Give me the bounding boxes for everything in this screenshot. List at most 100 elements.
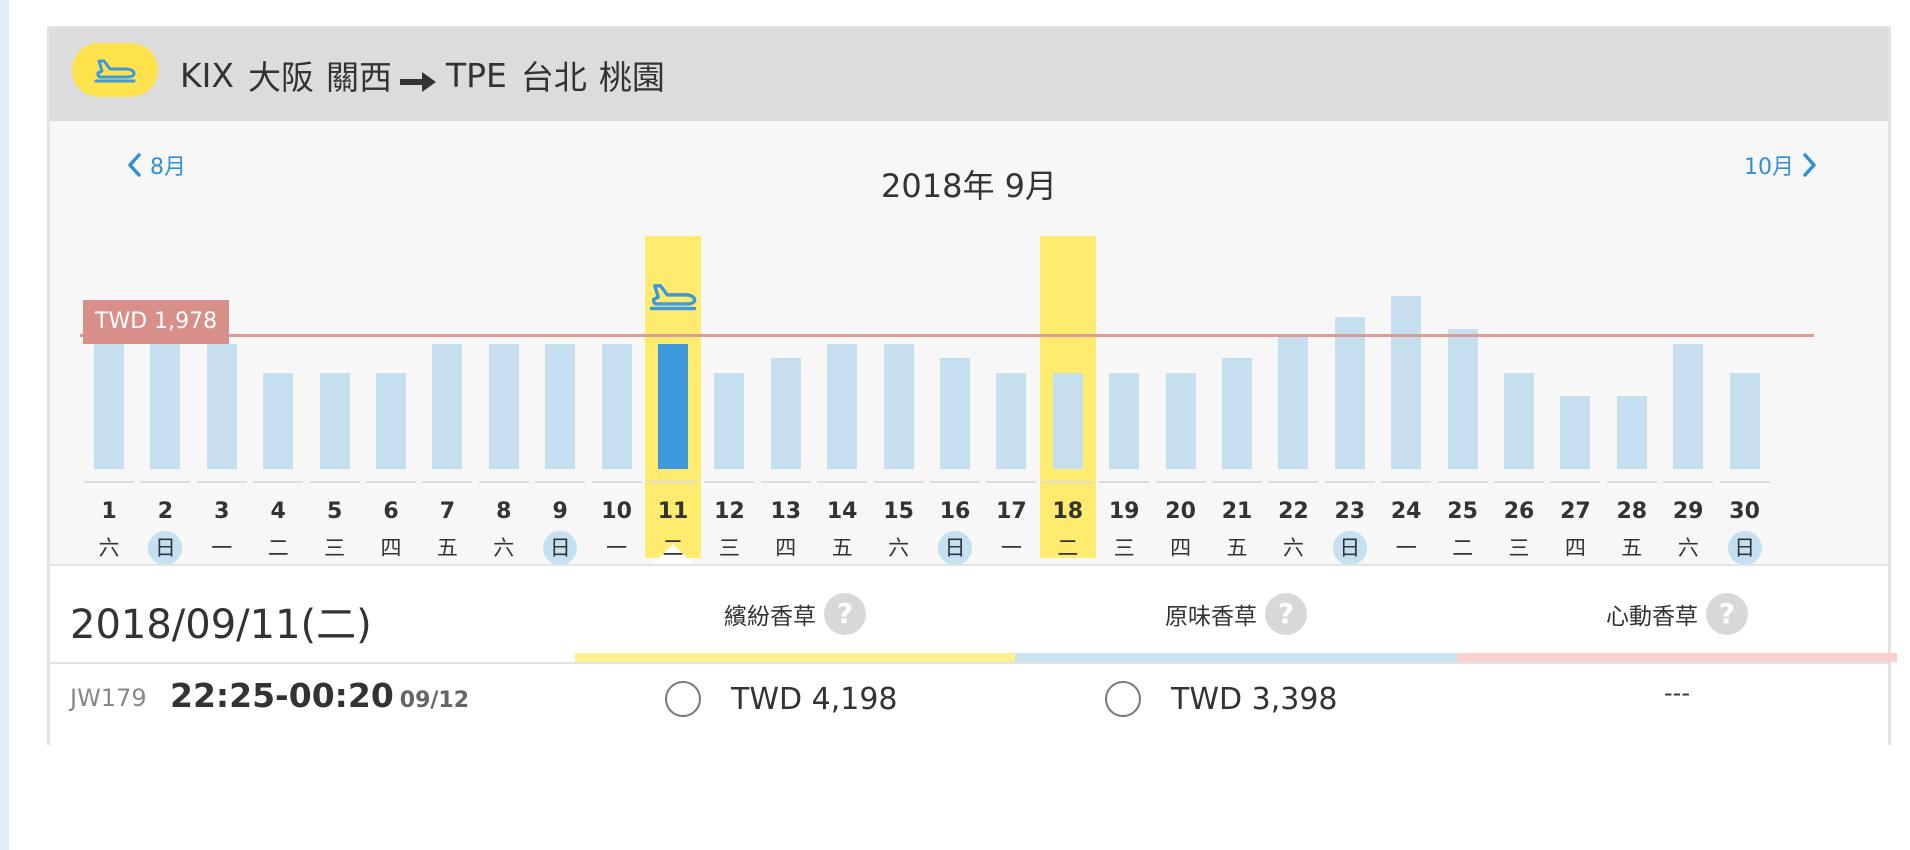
price-bar-day-12[interactable]: [714, 372, 745, 469]
day-number[interactable]: 13: [770, 499, 802, 524]
price-bar-day-21[interactable]: [1222, 357, 1252, 469]
price-bar-day-28[interactable]: [1616, 395, 1647, 469]
day-number[interactable]: 21: [1221, 499, 1253, 524]
day-baseline: [1719, 481, 1770, 483]
day-number[interactable]: 3: [214, 499, 230, 524]
price-bar-day-19[interactable]: [1109, 372, 1140, 469]
prev-month-button[interactable]: 8月: [126, 149, 186, 181]
destination-airport: 桃園: [598, 58, 665, 97]
weekday-label: 二: [267, 536, 289, 560]
fare-radio[interactable]: [665, 681, 701, 717]
day-baseline: [196, 481, 247, 483]
month-title: 2018年 9月: [881, 167, 1057, 205]
flight-number: JW179: [70, 684, 147, 712]
next-month-label: 10月: [1744, 155, 1794, 180]
day-number[interactable]: 20: [1165, 499, 1196, 524]
day-number[interactable]: 16: [939, 499, 971, 524]
price-bar-day-20[interactable]: [1165, 372, 1196, 469]
fare-radio[interactable]: [1105, 681, 1141, 717]
weekday-label: 五: [831, 536, 853, 560]
route-header: KIX 大阪 關西 TPE 台北 桃園: [50, 29, 1888, 121]
fare-type-name: 心動香草: [1606, 604, 1698, 630]
day-number[interactable]: 27: [1560, 499, 1591, 524]
day-number[interactable]: 10: [601, 499, 632, 524]
day-baseline: [760, 481, 811, 483]
price-bar-day-5[interactable]: [319, 372, 350, 469]
price-bar-day-16[interactable]: [940, 357, 970, 469]
day-number[interactable]: 11: [657, 499, 689, 524]
day-baseline: [1212, 481, 1262, 483]
day-number[interactable]: 4: [270, 499, 286, 524]
fare-option-0[interactable]: TWD 4,198: [665, 676, 898, 722]
day-number[interactable]: 6: [383, 499, 399, 524]
price-bar-day-25[interactable]: [1447, 329, 1478, 469]
help-icon[interactable]: ?: [1265, 593, 1307, 635]
departure-arrival-time: 22:25-00:20: [170, 676, 394, 715]
flight-calendar-widget: KIX 大阪 關西 TPE 台北 桃園 TWD 1,978 1 六 2 日 3 一 4 二 5 三 6…: [47, 26, 1897, 747]
price-bar-day-2[interactable]: [150, 343, 181, 469]
price-bar-day-11[interactable]: [658, 343, 688, 469]
price-bar-day-6[interactable]: [376, 372, 406, 469]
day-number[interactable]: 12: [714, 499, 745, 524]
price-bar-day-26[interactable]: [1504, 372, 1534, 469]
day-number[interactable]: 24: [1390, 499, 1422, 524]
weekday-label: 五: [1621, 536, 1643, 560]
next-month-button[interactable]: 10月: [1744, 149, 1818, 181]
fare-price: TWD 3,398: [1171, 681, 1338, 717]
weekday-label: 一: [1000, 536, 1022, 560]
day-number[interactable]: 30: [1729, 499, 1760, 524]
day-baseline: [817, 481, 868, 483]
price-bar-day-24[interactable]: [1391, 296, 1422, 469]
day-number[interactable]: 22: [1278, 499, 1309, 524]
price-bar-day-14[interactable]: [827, 343, 858, 469]
day-number[interactable]: 26: [1503, 499, 1535, 524]
price-bar-day-18[interactable]: [1052, 372, 1083, 469]
destination-code: TPE: [445, 55, 507, 95]
average-price-line: [80, 334, 1814, 338]
day-number[interactable]: 5: [326, 499, 343, 524]
price-bar-day-10[interactable]: [601, 343, 632, 469]
weekday-label: 二: [1057, 536, 1079, 560]
weekday-label: 二: [662, 536, 684, 560]
weekday-label: 日: [543, 531, 578, 565]
day-number[interactable]: 1: [101, 499, 117, 524]
weekday-label: 五: [436, 536, 458, 560]
day-number[interactable]: 15: [883, 499, 914, 524]
day-number[interactable]: 23: [1334, 499, 1366, 524]
weekday-label: 日: [148, 531, 183, 565]
price-bar-day-30[interactable]: [1729, 372, 1760, 469]
fare-option-1[interactable]: TWD 3,398: [1105, 676, 1338, 722]
day-number[interactable]: 18: [1052, 499, 1084, 524]
day-number[interactable]: 19: [1108, 499, 1140, 524]
price-bar-day-27[interactable]: [1560, 395, 1591, 469]
day-number[interactable]: 8: [496, 499, 512, 524]
day-number[interactable]: 14: [826, 499, 858, 524]
day-number[interactable]: 9: [552, 499, 568, 524]
price-bar-day-7[interactable]: [432, 343, 463, 469]
day-number[interactable]: 17: [996, 499, 1027, 524]
price-bar-day-13[interactable]: [770, 357, 801, 469]
weekday-label: 二: [1452, 536, 1474, 560]
day-number[interactable]: 29: [1672, 499, 1704, 524]
weekday-label: 四: [1564, 536, 1586, 560]
price-bar-day-23[interactable]: [1334, 317, 1365, 469]
price-bar-day-17[interactable]: [996, 372, 1027, 469]
price-bar-day-3[interactable]: [206, 343, 237, 469]
price-bar-day-8[interactable]: [488, 343, 519, 469]
price-bar-day-1[interactable]: [94, 329, 124, 469]
day-number[interactable]: 7: [439, 499, 456, 524]
price-bar-day-4[interactable]: [263, 372, 294, 469]
help-icon[interactable]: ?: [1706, 593, 1748, 635]
price-bar-day-9[interactable]: [545, 343, 576, 469]
fare-price: TWD 4,198: [731, 681, 898, 717]
day-number[interactable]: 2: [157, 499, 174, 524]
help-icon[interactable]: ?: [824, 593, 866, 635]
price-bar-day-22[interactable]: [1278, 337, 1309, 469]
day-number[interactable]: 25: [1447, 499, 1478, 524]
fare-type-strip-1: [1015, 653, 1457, 662]
price-bar-day-15[interactable]: [883, 343, 914, 469]
day-baseline: [309, 481, 360, 483]
day-baseline: [1663, 481, 1714, 483]
day-number[interactable]: 28: [1616, 499, 1648, 524]
price-bar-day-29[interactable]: [1673, 343, 1704, 469]
